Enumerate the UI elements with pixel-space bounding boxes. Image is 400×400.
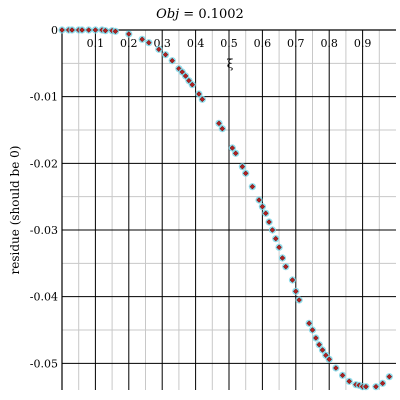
y-tick-label: -0.01 bbox=[30, 91, 58, 104]
data-point bbox=[273, 235, 279, 242]
data-point bbox=[373, 383, 379, 390]
data-point bbox=[182, 73, 189, 79]
y-tick-label: -0.03 bbox=[30, 224, 58, 237]
data-point bbox=[92, 27, 99, 33]
data-point bbox=[169, 57, 175, 64]
y-tick-label: -0.04 bbox=[30, 291, 58, 304]
data-point bbox=[269, 227, 276, 233]
data-point bbox=[319, 347, 326, 353]
data-point bbox=[326, 356, 332, 363]
data-point bbox=[363, 383, 369, 390]
data-point bbox=[379, 380, 386, 387]
data-point bbox=[146, 39, 152, 46]
x-tick-label: 0.5 bbox=[220, 37, 238, 50]
data-point bbox=[69, 27, 75, 33]
data-point bbox=[216, 120, 222, 127]
chart-title-italic: Obj bbox=[156, 7, 179, 22]
data-point bbox=[306, 320, 312, 327]
data-point bbox=[266, 219, 272, 225]
data-point bbox=[186, 77, 192, 84]
data-point bbox=[242, 170, 249, 177]
data-point bbox=[346, 378, 352, 385]
data-point bbox=[85, 27, 92, 33]
x-tick-label: 0.1 bbox=[87, 37, 105, 50]
data-point bbox=[112, 28, 119, 35]
y-tick-label: -0.05 bbox=[30, 357, 58, 370]
data-point bbox=[139, 36, 145, 43]
data-point bbox=[283, 263, 289, 270]
data-point bbox=[189, 81, 196, 88]
data-point bbox=[232, 150, 239, 157]
x-tick-label: 0.2 bbox=[120, 37, 138, 50]
chart-title-value: = 0.1002 bbox=[179, 7, 244, 22]
data-point bbox=[229, 145, 236, 151]
x-tick-label: 0.4 bbox=[187, 37, 205, 50]
data-point bbox=[199, 96, 206, 103]
data-point bbox=[262, 210, 269, 217]
data-point bbox=[276, 244, 282, 251]
x-tick-label: 0.9 bbox=[354, 37, 372, 50]
y-tick-label: -0.02 bbox=[30, 157, 58, 170]
data-points bbox=[58, 26, 393, 391]
y-tick-label: 0 bbox=[51, 24, 58, 37]
data-point bbox=[293, 288, 299, 295]
data-point bbox=[239, 163, 246, 170]
data-point bbox=[309, 327, 316, 333]
data-point bbox=[256, 197, 262, 203]
data-point bbox=[289, 277, 296, 283]
data-point bbox=[162, 51, 169, 58]
data-point bbox=[59, 27, 65, 33]
chart-title: Obj = 0.1002 bbox=[156, 7, 244, 22]
x-tick-labels: 0.1 0.2 0.3 0.4 0.5 0.6 0.7 0.8 0.9 bbox=[87, 37, 372, 50]
data-point bbox=[102, 27, 109, 34]
data-point bbox=[219, 125, 226, 132]
data-point bbox=[249, 183, 256, 190]
data-point bbox=[333, 365, 339, 371]
data-point bbox=[313, 335, 319, 341]
y-axis-label: residue (should be 0) bbox=[8, 146, 22, 275]
data-point bbox=[339, 372, 346, 379]
data-point bbox=[316, 341, 322, 348]
x-tick-label: 0.6 bbox=[254, 37, 272, 50]
data-point bbox=[386, 373, 393, 380]
x-axis-label: ξ bbox=[227, 57, 234, 71]
x-tick-label: 0.8 bbox=[320, 37, 338, 50]
data-point bbox=[296, 297, 302, 303]
data-point bbox=[79, 27, 85, 33]
data-point bbox=[156, 46, 162, 53]
data-point bbox=[259, 203, 266, 210]
x-tick-label: 0.7 bbox=[287, 37, 305, 50]
data-point bbox=[279, 255, 286, 261]
data-point bbox=[126, 31, 132, 37]
data-point bbox=[196, 91, 202, 97]
y-tick-labels: 0 -0.01 -0.02 -0.03 -0.04 -0.05 bbox=[30, 24, 58, 370]
